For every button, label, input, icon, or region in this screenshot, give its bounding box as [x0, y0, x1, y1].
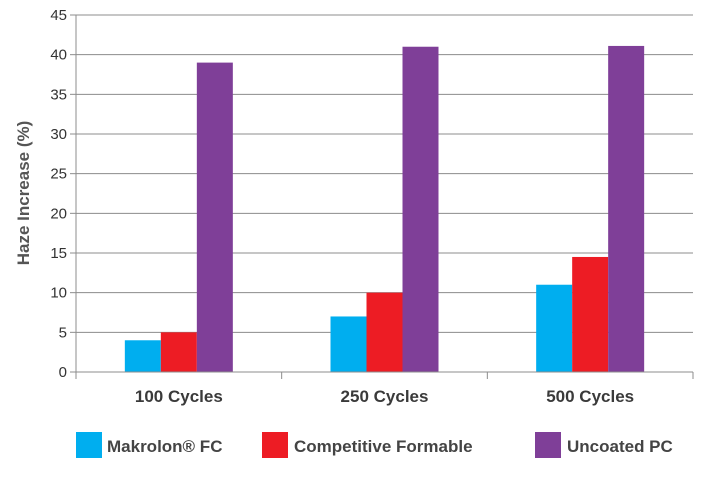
legend-label-2: Competitive Formable	[294, 437, 473, 456]
y-tick-label: 45	[50, 7, 67, 24]
bar-2-3	[572, 256, 609, 372]
x-tick-label: 250 Cycles	[341, 387, 429, 406]
axes	[75, 15, 694, 379]
y-tick-label: 25	[50, 166, 67, 183]
y-tick-label: 0	[59, 364, 67, 381]
bar-2-2	[366, 292, 403, 372]
y-axis-title: Haze Increase (%)	[14, 121, 33, 266]
y-tick-label: 10	[50, 285, 67, 302]
legend-swatch-1	[76, 432, 102, 458]
x-tick-label: 100 Cycles	[135, 387, 223, 406]
bar-1-1	[124, 340, 161, 372]
y-tick-label: 15	[50, 245, 67, 262]
x-tick-label: 500 Cycles	[546, 387, 634, 406]
y-tick-label: 30	[50, 126, 67, 143]
bar-2-1	[160, 332, 197, 372]
y-tick-label: 40	[50, 47, 67, 64]
legend: Makrolon® FC Competitive Formable Uncoated…	[76, 432, 673, 458]
bar-1-2	[330, 316, 367, 372]
bar-3-1	[196, 62, 233, 372]
bar-3-2	[402, 46, 439, 372]
bar-3-3	[608, 45, 645, 372]
legend-swatch-2	[262, 432, 288, 458]
legend-swatch-3	[535, 432, 561, 458]
y-tick-label: 20	[50, 205, 67, 222]
legend-label-1: Makrolon® FC	[107, 437, 222, 456]
y-tick-label: 35	[50, 86, 67, 103]
x-tick-labels: 100 Cycles 250 Cycles 500 Cycles	[135, 387, 634, 406]
bar-1-3	[536, 284, 573, 372]
bars	[124, 45, 645, 372]
y-tick-label: 5	[59, 324, 67, 341]
gridlines	[76, 14, 693, 333]
y-tick-labels: 0 5 10 15 20 25 30 35 40 45	[50, 7, 76, 381]
legend-label-3: Uncoated PC	[567, 437, 673, 456]
